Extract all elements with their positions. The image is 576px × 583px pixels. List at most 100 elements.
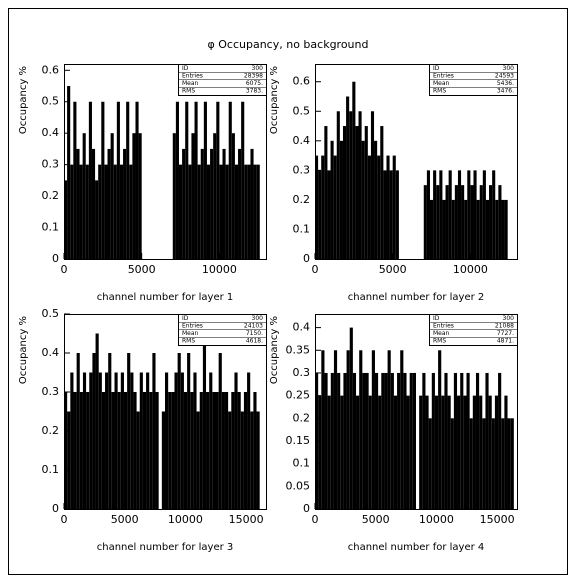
bar — [321, 155, 325, 259]
bar — [457, 395, 461, 509]
plot-frame — [64, 314, 267, 510]
y-tick-label: 0.5 — [293, 104, 311, 117]
x-tick-label: 10000 — [168, 513, 203, 526]
y-tick-label: 0.6 — [293, 75, 311, 88]
bar — [133, 392, 137, 509]
bar — [199, 392, 203, 509]
y-tick-label: 0.3 — [293, 366, 311, 379]
bar — [171, 392, 175, 509]
bar — [135, 101, 139, 259]
bar — [105, 372, 109, 509]
bar — [460, 372, 464, 509]
bar — [183, 392, 188, 509]
bar — [108, 353, 112, 509]
bar — [111, 392, 115, 509]
bar — [318, 170, 322, 259]
bar — [498, 185, 502, 259]
bar — [213, 133, 217, 259]
bar — [203, 101, 207, 259]
bar — [342, 126, 347, 259]
bar — [127, 353, 131, 509]
bar — [200, 148, 204, 259]
bar — [126, 101, 130, 259]
bar — [448, 170, 452, 259]
bar — [422, 372, 426, 509]
bar — [82, 133, 86, 259]
bar — [433, 170, 437, 259]
stats-label: RMS — [433, 88, 446, 95]
bar — [86, 392, 90, 509]
stats-value: 7150. — [246, 330, 263, 337]
bar — [104, 164, 108, 259]
bar — [327, 170, 331, 259]
y-tick-label: 0.4 — [293, 321, 311, 334]
stats-label: RMS — [182, 338, 195, 345]
y-tick-label: 0.2 — [42, 189, 60, 202]
bar — [88, 101, 92, 259]
bar — [73, 101, 77, 259]
y-tick-label: 0 — [52, 502, 59, 515]
bar — [238, 148, 242, 259]
bar — [146, 372, 150, 509]
bar — [247, 372, 251, 509]
x-tick-label: 5000 — [379, 263, 407, 276]
y-tick-label: 0.1 — [42, 221, 60, 234]
bar — [188, 164, 192, 259]
bar — [315, 155, 319, 259]
x-tick-label: 0 — [61, 513, 68, 526]
bar — [95, 180, 99, 259]
bar — [91, 148, 96, 259]
bar — [378, 395, 382, 509]
y-tick-label: 0.3 — [42, 385, 60, 398]
bar — [337, 372, 341, 509]
y-tick-label: 0 — [303, 252, 310, 265]
bar — [101, 392, 106, 509]
bar — [218, 353, 222, 509]
stats-label: Entries — [182, 323, 203, 330]
bar — [193, 372, 197, 509]
bar — [210, 148, 214, 259]
bar — [473, 170, 477, 259]
stats-value: 300 — [503, 315, 515, 322]
bar — [386, 155, 390, 259]
bar — [491, 418, 495, 509]
bar — [339, 140, 343, 259]
bar — [453, 372, 458, 509]
bar — [395, 170, 399, 259]
stats-label: Mean — [433, 80, 450, 87]
bar — [98, 164, 102, 259]
bar — [250, 411, 254, 509]
x-tick-label: 15000 — [480, 513, 515, 526]
bar — [367, 155, 371, 259]
bar — [194, 101, 198, 259]
bar — [327, 395, 331, 509]
stats-label: Mean — [433, 330, 450, 337]
stats-value: 3476. — [497, 88, 514, 95]
bar — [240, 411, 244, 509]
bar — [451, 199, 455, 259]
bar — [504, 199, 508, 259]
bar — [92, 353, 96, 509]
bar — [467, 170, 471, 259]
bar — [340, 395, 344, 509]
stats-value: 300 — [252, 315, 264, 322]
y-tick-label: 0.1 — [293, 457, 311, 470]
bar — [136, 411, 140, 509]
bar — [412, 372, 416, 509]
bar — [371, 350, 375, 509]
bar — [381, 372, 385, 509]
stats-label: Entries — [182, 73, 203, 80]
y-axis-label: Occupancy % — [269, 66, 280, 134]
bar — [489, 185, 493, 259]
y-tick-label: 0.25 — [286, 389, 311, 402]
bar — [485, 372, 489, 509]
stats-value: 4871. — [497, 338, 514, 345]
stats-value: 24103 — [244, 323, 263, 330]
bar — [222, 148, 226, 259]
bar — [95, 333, 99, 509]
bar — [73, 392, 77, 509]
bar — [365, 372, 369, 509]
bar — [384, 372, 388, 509]
bar — [82, 372, 87, 509]
bar — [215, 392, 219, 509]
